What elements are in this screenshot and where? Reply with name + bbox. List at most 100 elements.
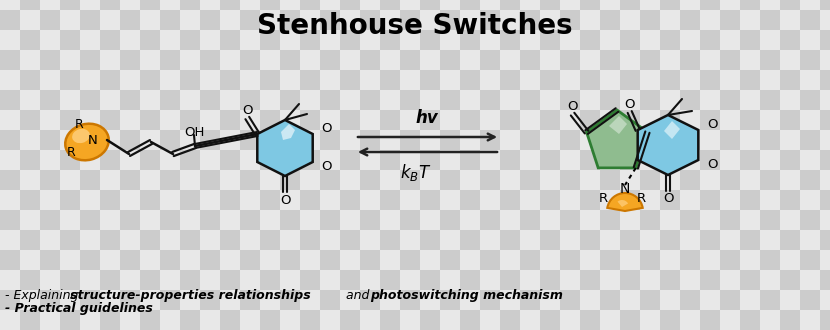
Bar <box>160 170 180 190</box>
Bar <box>220 110 240 130</box>
Bar <box>200 10 220 30</box>
Bar <box>420 310 440 330</box>
Bar <box>300 10 320 30</box>
Bar <box>120 130 140 150</box>
Bar <box>720 310 740 330</box>
Bar <box>200 90 220 110</box>
Bar <box>100 170 120 190</box>
Bar <box>260 250 280 270</box>
Bar <box>120 50 140 70</box>
Bar <box>380 190 400 210</box>
Bar <box>140 270 160 290</box>
Bar <box>20 30 40 50</box>
Bar <box>600 50 620 70</box>
Bar <box>360 310 380 330</box>
Bar <box>280 0 300 10</box>
Bar <box>220 30 240 50</box>
Bar <box>400 310 420 330</box>
Bar <box>100 50 120 70</box>
Bar <box>520 230 540 250</box>
Bar <box>120 30 140 50</box>
Bar <box>0 290 20 310</box>
Bar <box>380 210 400 230</box>
Bar <box>800 170 820 190</box>
Bar <box>600 230 620 250</box>
Bar <box>260 90 280 110</box>
Bar <box>80 130 100 150</box>
Bar <box>740 270 760 290</box>
Bar <box>780 290 800 310</box>
Bar <box>560 210 580 230</box>
Bar <box>340 50 360 70</box>
Bar <box>140 190 160 210</box>
Bar <box>280 310 300 330</box>
Bar <box>660 150 680 170</box>
Bar <box>300 30 320 50</box>
Bar <box>800 0 820 10</box>
Bar <box>220 70 240 90</box>
Bar <box>40 110 60 130</box>
Bar <box>640 10 660 30</box>
Bar <box>80 190 100 210</box>
Text: R: R <box>598 192 608 206</box>
Bar <box>620 30 640 50</box>
Bar <box>420 250 440 270</box>
Bar <box>520 10 540 30</box>
Bar <box>520 210 540 230</box>
Bar <box>120 310 140 330</box>
Bar <box>760 90 780 110</box>
Bar <box>40 310 60 330</box>
Bar <box>140 110 160 130</box>
Bar <box>720 90 740 110</box>
Bar <box>780 10 800 30</box>
Bar <box>540 90 560 110</box>
Bar <box>780 110 800 130</box>
Bar <box>0 170 20 190</box>
Bar <box>600 130 620 150</box>
Bar <box>180 290 200 310</box>
Bar <box>760 290 780 310</box>
Text: - Explaining: - Explaining <box>5 289 82 302</box>
Bar <box>360 290 380 310</box>
Bar <box>620 110 640 130</box>
Bar <box>160 90 180 110</box>
Bar <box>40 290 60 310</box>
Bar <box>100 130 120 150</box>
Bar <box>200 310 220 330</box>
Bar <box>700 310 720 330</box>
Bar <box>80 90 100 110</box>
Bar <box>540 130 560 150</box>
Bar <box>420 30 440 50</box>
Bar <box>580 310 600 330</box>
Bar <box>420 130 440 150</box>
Bar <box>160 250 180 270</box>
Bar <box>480 30 500 50</box>
Bar <box>120 250 140 270</box>
Bar <box>340 250 360 270</box>
Bar <box>180 90 200 110</box>
Bar <box>280 190 300 210</box>
Bar <box>520 110 540 130</box>
Bar <box>780 190 800 210</box>
Bar <box>540 10 560 30</box>
Bar <box>160 310 180 330</box>
Bar <box>400 150 420 170</box>
Bar <box>420 290 440 310</box>
Bar <box>700 0 720 10</box>
Bar <box>220 290 240 310</box>
Bar <box>0 250 20 270</box>
Bar <box>360 50 380 70</box>
Bar <box>620 70 640 90</box>
Bar <box>60 230 80 250</box>
Bar <box>780 150 800 170</box>
Bar <box>220 130 240 150</box>
Bar <box>240 310 260 330</box>
Bar <box>700 150 720 170</box>
Bar <box>240 10 260 30</box>
Bar <box>80 290 100 310</box>
Bar <box>180 170 200 190</box>
Bar <box>820 10 830 30</box>
Bar <box>680 10 700 30</box>
Bar <box>340 170 360 190</box>
Bar <box>440 190 460 210</box>
